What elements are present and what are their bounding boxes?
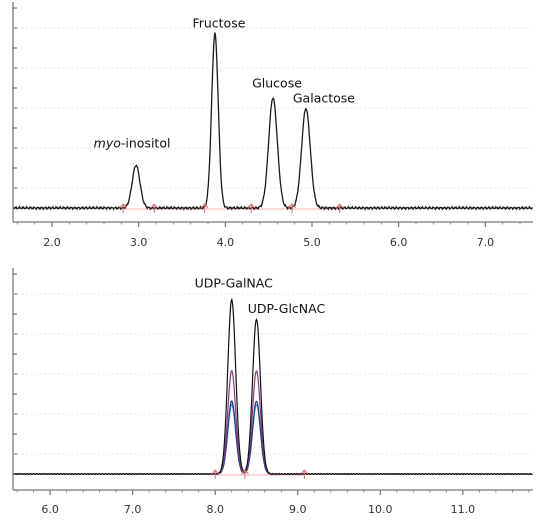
peak-label: Galactose [293, 90, 355, 105]
integration-marker [150, 203, 159, 213]
peak-label: myo-inositol [94, 135, 171, 150]
integration-marker [241, 469, 249, 479]
trace-line [13, 297, 533, 476]
integration-marker [200, 203, 209, 213]
x-tick-label: 4.0 [217, 236, 235, 249]
x-tick-label: 3.0 [130, 236, 148, 249]
x-tick-label: 9.0 [289, 503, 307, 516]
peak-label: UDP-GalNAC [195, 276, 274, 291]
x-tick-label: 6.0 [390, 236, 408, 249]
x-tick-label: 7.0 [124, 503, 142, 516]
integration-marker [300, 469, 309, 479]
trace-line [13, 400, 533, 476]
trace-line [13, 369, 533, 476]
peak-label: Fructose [192, 16, 245, 31]
chromatogram-panel-sugars: 2.0 3.0 4.0 5.0 6.0 7.0 myo-inositol Fructose Gl… [12, 2, 533, 249]
integration-marker [288, 203, 296, 213]
x-tick-label: 7.0 [477, 236, 495, 249]
peak-label: UDP-GlcNAC [248, 301, 326, 316]
integration-marker [119, 203, 127, 213]
integration-marker [247, 203, 256, 213]
x-tick-label: 8.0 [206, 503, 224, 516]
x-tick-label: 6.0 [41, 503, 59, 516]
peak-label: Glucose [252, 76, 302, 91]
integration-marker [211, 469, 220, 479]
integration-marker [335, 203, 344, 213]
x-tick-label: 2.0 [43, 236, 61, 249]
x-tick-label: 11.0 [451, 503, 476, 516]
chromatogram-panel-udp-sugars: 6.0 7.0 8.0 9.0 10.0 11.0 UDP-GalNAC UDP-GlcNAC [12, 268, 533, 516]
x-tick-label: 10.0 [368, 503, 393, 516]
trace-line [13, 403, 533, 476]
trace-line [13, 32, 533, 211]
x-tick-label: 5.0 [303, 236, 321, 249]
